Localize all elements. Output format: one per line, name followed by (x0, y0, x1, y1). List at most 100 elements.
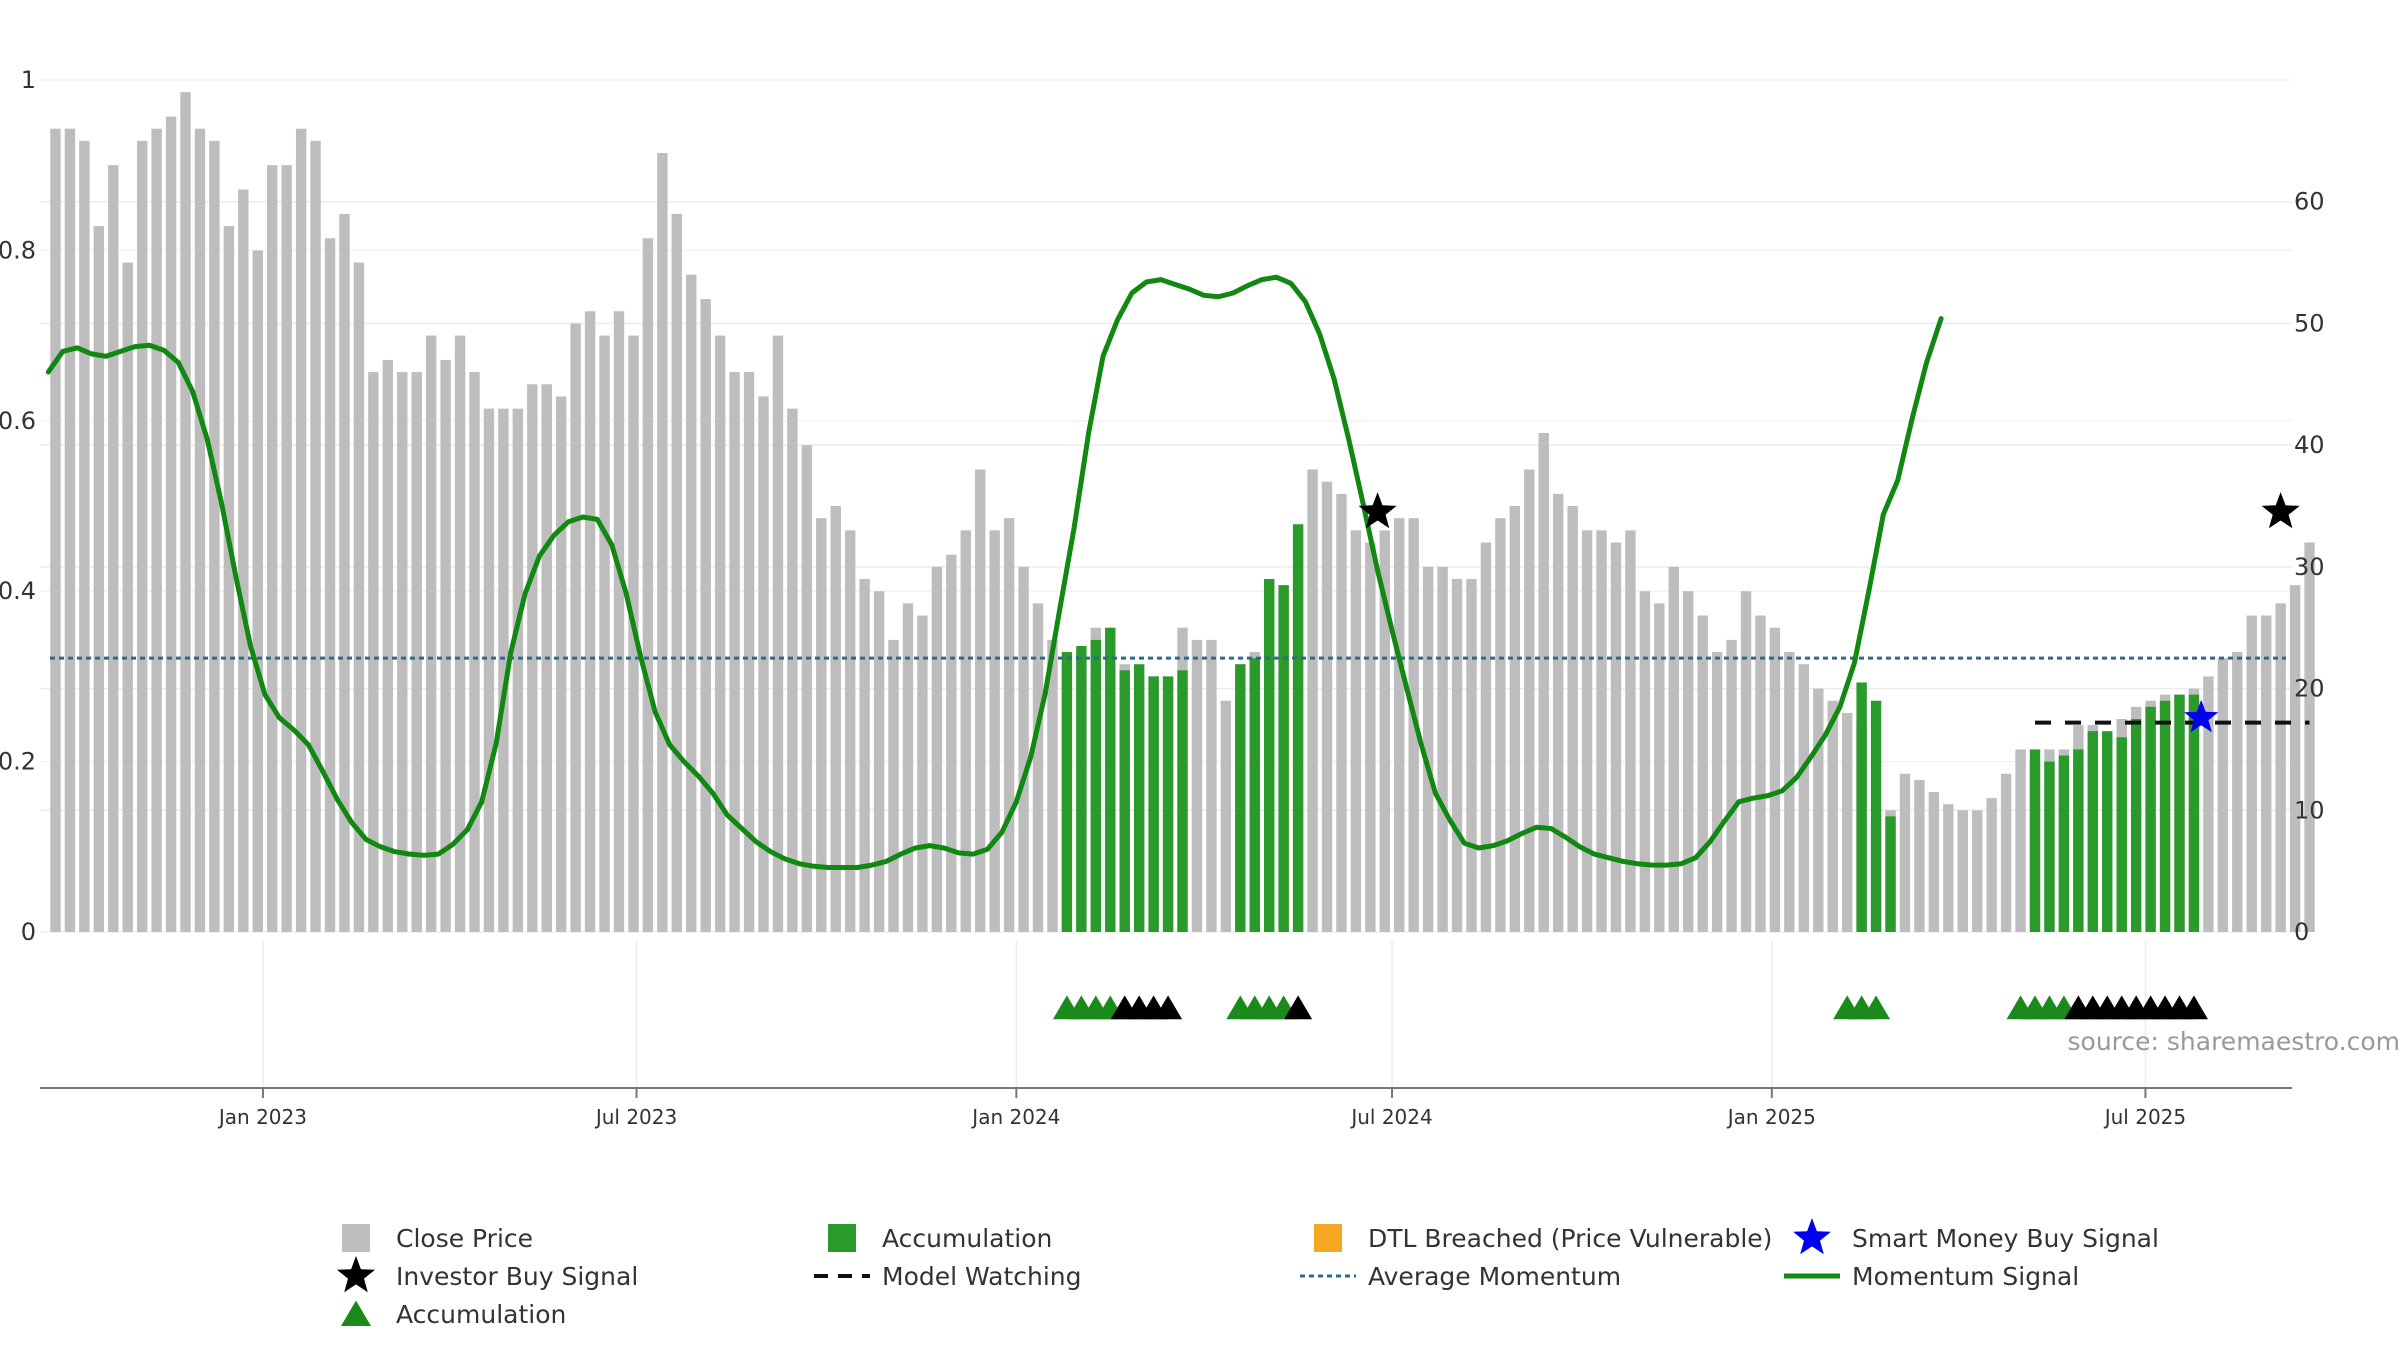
accumulation-bar (1162, 676, 1174, 932)
accumulation-bar (1090, 639, 1102, 932)
right-axis-tick: 30 (2294, 553, 2325, 581)
legend-icon-smart-money-star (1793, 1218, 1831, 1255)
close-price-bar (1206, 639, 1217, 932)
close-price-bar (1972, 810, 1983, 932)
accumulation-bar (1264, 579, 1275, 932)
close-price-bar (483, 408, 495, 933)
close-price-bar (1220, 700, 1232, 932)
close-price-bar (1191, 639, 1203, 932)
legend-label: Average Momentum (1368, 1262, 1621, 1291)
close-price-bar (2203, 676, 2214, 932)
accumulation-bar (1235, 664, 1246, 932)
close-price-bar (1480, 542, 1492, 932)
close-price-bar (281, 165, 292, 932)
close-price-bar (79, 140, 90, 932)
close-price-bar (1697, 615, 1708, 932)
close-price-bar (136, 140, 148, 932)
close-price-bar (122, 262, 133, 933)
markers-layer (1052, 492, 2300, 1020)
close-price-bar (1451, 579, 1463, 932)
legend-label: Accumulation (396, 1300, 566, 1329)
close-price-bar (816, 518, 827, 932)
close-price-bar (801, 445, 813, 932)
accumulation-bar (1119, 670, 1130, 932)
close-price-bar (1957, 810, 1968, 932)
close-price-bar (1928, 792, 1940, 932)
close-price-bar (657, 153, 668, 932)
legend-label: Investor Buy Signal (396, 1262, 638, 1291)
right-axis-tick: 40 (2294, 431, 2325, 459)
smart-money-star (2184, 699, 2219, 733)
close-price-bar (873, 591, 885, 932)
close-price-bar (165, 116, 177, 932)
left-axis-tick: 0.6 (0, 407, 36, 435)
legend-icon-accumulation-triangle (341, 1300, 371, 1326)
close-price-bar (1899, 773, 1911, 932)
close-price-bar (411, 372, 422, 933)
right-axis-tick: 20 (2294, 675, 2325, 703)
close-price-bar (295, 128, 307, 932)
close-price-bar (209, 140, 220, 932)
close-price-bar (1654, 603, 1665, 932)
close-price-bar (1986, 798, 1997, 932)
accumulation-bar (1885, 816, 1896, 932)
close-price-bar (1755, 615, 1766, 932)
close-price-bar (1769, 627, 1781, 932)
close-price-bar (902, 603, 914, 932)
close-price-bar (2232, 652, 2243, 932)
accumulation-bar (1870, 700, 1882, 932)
close-price-bar (1567, 506, 1578, 932)
close-price-bar (2246, 615, 2257, 932)
watch-triangle (2179, 995, 2208, 1020)
close-price-bar (1350, 530, 1362, 932)
accumulation-bar (1292, 524, 1304, 932)
close-price-bar (1827, 700, 1838, 932)
close-price-bar (1422, 566, 1434, 932)
legend-icon-accumulation (828, 1224, 856, 1252)
close-price-bar (1437, 566, 1448, 932)
momentum-signal-line (45, 274, 1944, 870)
left-axis-tick: 0 (21, 918, 36, 946)
accumulation-bar (2174, 694, 2185, 932)
legend: Close Price Accumulation DTL Breached (Pri… (337, 1218, 2159, 1329)
accumulation-bar (1133, 664, 1145, 932)
close-price-bar (1032, 603, 1044, 932)
close-price-bar (2217, 658, 2229, 932)
right-axis-tick: 60 (2294, 188, 2325, 216)
x-axis-tick-label: Jul 2023 (594, 1105, 677, 1129)
close-price-bar (1726, 639, 1737, 932)
watch-triangle (1154, 995, 1183, 1020)
close-price-bar (700, 299, 711, 933)
right-axis-tick: 0 (2294, 918, 2309, 946)
close-price-bar (1639, 591, 1651, 932)
close-price-bar (599, 335, 610, 933)
close-price-bar (1495, 518, 1506, 932)
accumulation-bar (1249, 658, 1260, 932)
close-price-bar (238, 189, 249, 933)
close-price-bar (787, 408, 798, 933)
legend-label: Close Price (396, 1224, 533, 1253)
close-price-bar (1321, 481, 1333, 932)
close-price-bar (310, 140, 321, 932)
close-price-bar (1668, 566, 1679, 932)
legend-label: DTL Breached (Price Vulnerable) (1368, 1224, 1772, 1253)
legend-icon-close-price (342, 1224, 370, 1252)
close-price-bar (1466, 579, 1477, 932)
legend-item: Close Price (342, 1224, 533, 1253)
close-price-bar (1813, 688, 1824, 932)
accumulation-bar (1105, 627, 1116, 932)
close-price-bar (743, 372, 755, 933)
close-price-bar (368, 372, 379, 933)
close-price-bar (151, 128, 162, 932)
legend-item: Accumulation (341, 1300, 566, 1329)
close-price-bar (570, 323, 581, 932)
close-price-bar (2015, 749, 2026, 932)
legend-item: Smart Money Buy Signal (1793, 1218, 2159, 1255)
accumulation-bar (1148, 676, 1159, 932)
close-price-bar (859, 579, 870, 932)
legend-item: Accumulation (828, 1224, 1052, 1253)
accumulation-bar (2145, 706, 2156, 932)
close-price-bar (353, 262, 365, 933)
